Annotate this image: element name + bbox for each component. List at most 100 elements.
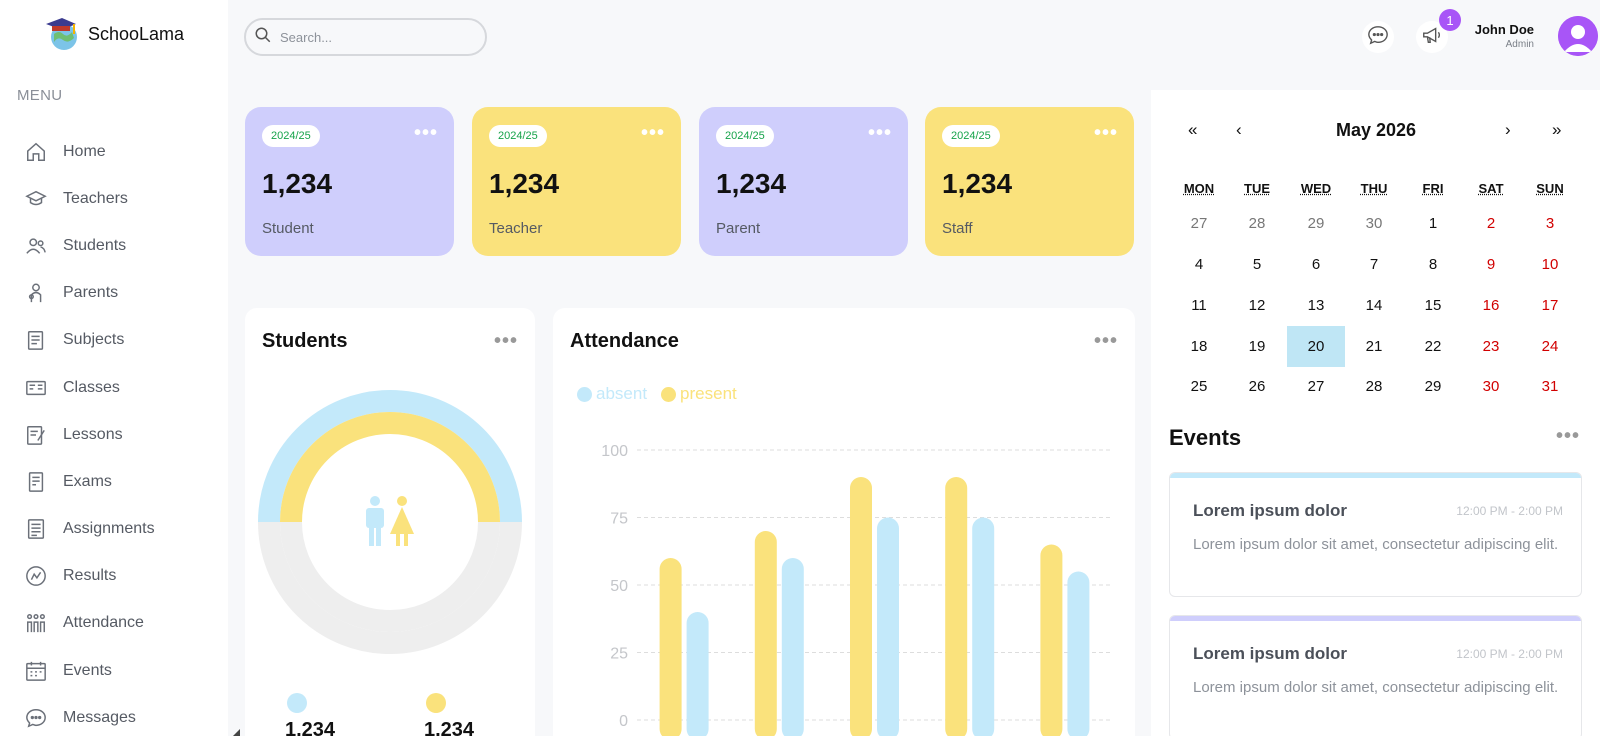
events-title: Events [1169, 425, 1242, 450]
bar-absent [781, 558, 804, 736]
avatar[interactable] [1558, 16, 1598, 56]
sidebar-item-label: Events [63, 661, 112, 679]
calendar-day[interactable]: 25 [1190, 378, 1208, 395]
sidebar-item-lessons[interactable]: Lessons [0, 411, 228, 458]
calendar-day[interactable]: 5 [1252, 256, 1262, 273]
messages-button[interactable] [1362, 21, 1394, 53]
year-pill: 2024/25 [716, 125, 774, 147]
more-icon[interactable]: ••• [1556, 425, 1581, 447]
calendar-day[interactable]: 11 [1191, 297, 1207, 314]
megaphone-icon [1421, 24, 1443, 51]
calendar-day[interactable]: 3 [1545, 215, 1555, 232]
next-year-button[interactable]: » [1552, 120, 1562, 139]
calendar-day[interactable]: 27 [1307, 378, 1325, 395]
sidebar-item-label: Classes [63, 378, 120, 396]
sidebar-item-label: Teachers [63, 189, 128, 207]
calendar-day[interactable]: 21 [1365, 338, 1383, 355]
bar-absent [972, 517, 995, 736]
y-tick-label: 0 [619, 713, 628, 730]
calendar-day[interactable]: 29 [1424, 378, 1442, 395]
calendar-day[interactable]: 19 [1248, 338, 1266, 355]
y-tick-label: 100 [601, 443, 628, 460]
sidebar-item-home[interactable]: Home [0, 128, 228, 175]
calendar-day[interactable]: 8 [1428, 256, 1438, 273]
students-icon [24, 234, 48, 258]
calendar-day[interactable]: 24 [1541, 338, 1559, 355]
legend-absent[interactable]: absent [577, 384, 647, 404]
more-icon[interactable]: ••• [1093, 330, 1118, 352]
calendar-day[interactable]: 17 [1541, 297, 1559, 314]
calendar-day[interactable]: 30 [1482, 378, 1500, 395]
more-icon[interactable]: ••• [867, 122, 892, 144]
search-box[interactable] [244, 18, 487, 56]
weekday-header: SUN [1536, 181, 1564, 196]
year-pill: 2024/25 [489, 125, 547, 147]
calendar-day[interactable]: 28 [1365, 378, 1383, 395]
prev-month-button[interactable]: ‹ [1236, 120, 1242, 139]
calendar-day[interactable]: 16 [1482, 297, 1500, 314]
calendar-day[interactable]: 27 [1190, 215, 1208, 232]
calendar-day[interactable]: 12 [1248, 297, 1266, 314]
radial-track-outer [258, 521, 522, 654]
calendar-day[interactable]: 6 [1311, 256, 1321, 273]
sidebar-item-messages[interactable]: Messages [0, 694, 228, 736]
calendar-day[interactable]: 29 [1307, 215, 1325, 232]
event-card[interactable]: Lorem ipsum dolor 12:00 PM - 2:00 PM Lor… [1169, 615, 1582, 736]
calendar-day[interactable]: 13 [1307, 297, 1325, 314]
more-icon[interactable]: ••• [1093, 122, 1118, 144]
bar-absent [686, 612, 709, 736]
stat-label: Staff [942, 220, 973, 237]
more-icon[interactable]: ••• [493, 330, 518, 352]
notification-badge: 1 [1439, 9, 1461, 31]
girls-legend-dot [426, 693, 446, 713]
prev-year-button[interactable]: « [1188, 120, 1198, 139]
stat-label: Parent [716, 220, 761, 237]
sidebar-item-classes[interactable]: Classes [0, 364, 228, 411]
calendar-day[interactable]: 7 [1369, 256, 1379, 273]
stat-card-parent: 2024/25 ••• 1,234 Parent [699, 107, 908, 256]
calendar-day[interactable]: 15 [1424, 297, 1442, 314]
more-icon[interactable]: ••• [640, 122, 665, 144]
assignments-icon [24, 517, 48, 541]
calendar-day[interactable]: 28 [1248, 215, 1266, 232]
calendar-day[interactable]: 4 [1194, 256, 1204, 273]
app-logo[interactable]: SchooLama [44, 16, 184, 52]
legend-present[interactable]: present [661, 384, 737, 404]
boys-legend-dot [287, 693, 307, 713]
search-input[interactable] [280, 29, 460, 45]
sidebar-item-assignments[interactable]: Assignments [0, 506, 228, 553]
calendar-day[interactable]: 31 [1541, 378, 1559, 395]
calendar-day[interactable]: 9 [1486, 256, 1496, 273]
sidebar-item-parents[interactable]: Parents [0, 270, 228, 317]
bar-absent [877, 517, 899, 736]
calendar-day[interactable]: 14 [1365, 297, 1383, 314]
user-info[interactable]: John Doe Admin [1475, 22, 1534, 50]
sidebar-item-exams[interactable]: Exams [0, 458, 228, 505]
graduation-cap-icon [24, 187, 48, 211]
calendar-month-title[interactable]: May 2026 [1336, 120, 1417, 140]
more-icon[interactable]: ••• [413, 122, 438, 144]
sidebar-item-subjects[interactable]: Subjects [0, 317, 228, 364]
calendar-day[interactable]: 2 [1486, 215, 1496, 232]
sidebar-item-attendance[interactable]: Attendance [0, 600, 228, 647]
radial-bar-boys [258, 390, 522, 523]
calendar-day[interactable]: 20 [1287, 326, 1345, 367]
sidebar-item-teachers[interactable]: Teachers [0, 175, 228, 222]
message-icon [24, 706, 48, 730]
next-month-button[interactable]: › [1505, 120, 1511, 139]
sidebar-item-events[interactable]: Events [0, 647, 228, 694]
weekday-header: SAT [1478, 181, 1504, 196]
sidebar-item-results[interactable]: Results [0, 553, 228, 600]
calendar-day[interactable]: 1 [1428, 215, 1438, 232]
menu-title: MENU [17, 87, 63, 104]
calendar-day[interactable]: 10 [1541, 256, 1559, 273]
sidebar-item-students[interactable]: Students [0, 222, 228, 269]
event-card[interactable]: Lorem ipsum dolor 12:00 PM - 2:00 PM Lor… [1169, 472, 1582, 597]
calendar-day[interactable]: 18 [1190, 338, 1208, 355]
calendar-day[interactable]: 30 [1365, 215, 1383, 232]
stat-value: 1,234 [942, 168, 1013, 199]
calendar-day[interactable]: 22 [1424, 338, 1442, 355]
bar-present [1040, 544, 1063, 736]
calendar-day[interactable]: 26 [1248, 378, 1266, 395]
calendar-day[interactable]: 23 [1482, 338, 1500, 355]
